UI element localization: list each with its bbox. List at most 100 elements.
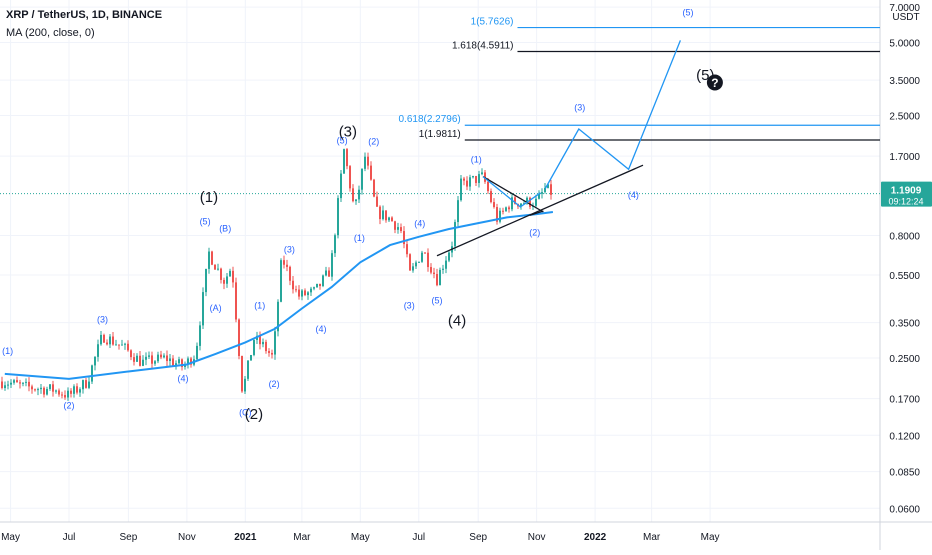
candle-body — [268, 351, 270, 353]
candle — [535, 194, 537, 209]
last-price-box — [881, 181, 932, 207]
candle — [235, 277, 237, 323]
candle-body — [445, 260, 447, 269]
candle-body — [403, 231, 405, 245]
candle — [97, 339, 99, 362]
candle — [481, 168, 483, 176]
candle — [385, 210, 387, 223]
x-tick-label: Sep — [469, 532, 487, 543]
candle-body — [37, 389, 39, 391]
candle — [409, 253, 411, 271]
question-icon-glyph: ? — [711, 76, 718, 90]
candle-body — [118, 344, 120, 346]
candle-body — [55, 390, 57, 392]
candle-body — [292, 280, 294, 290]
wave-label-minor: (4) — [628, 190, 639, 200]
candle-body — [493, 202, 495, 208]
candle — [457, 195, 459, 227]
candle-body — [433, 272, 435, 275]
candle-body — [7, 384, 9, 386]
candle-body — [391, 217, 393, 222]
candle-body — [502, 210, 504, 212]
candle — [241, 355, 243, 393]
candle — [433, 267, 435, 279]
candle-body — [25, 381, 27, 383]
candle — [262, 338, 264, 348]
candle — [49, 384, 51, 391]
projection-path-primary — [544, 40, 682, 189]
candle-body — [250, 354, 252, 361]
candle — [502, 207, 504, 215]
fib-level-label: 1.618(4.5911) — [452, 40, 514, 51]
indicator-legend[interactable]: MA (200, close, 0) — [6, 27, 95, 39]
candle — [169, 353, 171, 366]
candle-body — [43, 387, 45, 395]
candle — [160, 350, 162, 360]
candle — [418, 261, 420, 263]
candle — [376, 191, 378, 207]
candle — [400, 223, 402, 234]
candle-body — [487, 181, 489, 192]
wave-label-minor: (4) — [414, 219, 425, 229]
candle — [538, 190, 540, 200]
candle-body — [34, 389, 36, 391]
x-tick-label: 2022 — [584, 532, 607, 543]
candle — [349, 164, 351, 192]
candle-body — [367, 156, 369, 166]
wave-label-minor: (1) — [2, 346, 13, 356]
candle-body — [538, 193, 540, 199]
candle — [493, 198, 495, 209]
candle-body — [70, 390, 72, 394]
candle-body — [196, 345, 198, 360]
candle — [205, 268, 207, 297]
candle — [337, 195, 339, 239]
wave-label-minor: (B) — [219, 224, 231, 234]
candle-body — [286, 264, 288, 267]
candle — [346, 147, 348, 170]
candle-body — [295, 289, 297, 291]
x-tick-label: Mar — [643, 532, 661, 543]
candle-body — [148, 355, 150, 357]
candle-body — [280, 260, 282, 302]
candle-body — [10, 382, 12, 385]
candle-body — [265, 341, 267, 352]
wave-label-minor: (5) — [431, 295, 442, 305]
candle — [118, 344, 120, 350]
candle-body — [136, 355, 138, 362]
candle — [133, 353, 135, 366]
candle-body — [253, 339, 255, 355]
candle — [439, 267, 441, 286]
symbol-title[interactable]: XRP / TetherUS, 1D, BINANCE — [6, 9, 163, 21]
candle — [331, 250, 333, 281]
candle-body — [13, 380, 15, 383]
candle-body — [217, 268, 219, 270]
candle-body — [310, 288, 312, 293]
candle-body — [154, 361, 156, 364]
y-tick-label: 0.0850 — [889, 468, 920, 479]
candle — [301, 289, 303, 301]
x-tick-label: May — [351, 532, 370, 543]
wave-label-minor: (2) — [269, 379, 280, 389]
candle-body — [322, 275, 324, 287]
candle-body — [325, 270, 327, 276]
fib-level-label: 1(1.9811) — [419, 129, 461, 140]
candle — [361, 168, 363, 195]
y-tick-label: 0.1200 — [889, 431, 920, 442]
candle — [388, 216, 390, 223]
candle-body — [97, 344, 99, 357]
candle — [322, 274, 324, 288]
candle — [28, 377, 30, 392]
candle — [58, 388, 60, 397]
candle-body — [463, 178, 465, 181]
candle — [529, 196, 531, 210]
candle — [40, 384, 42, 394]
candle — [313, 286, 315, 291]
candle — [463, 176, 465, 186]
candle — [130, 349, 132, 361]
candle — [85, 377, 87, 389]
wave-label-minor: (A) — [210, 303, 222, 313]
candle — [370, 161, 372, 181]
candle — [319, 283, 321, 290]
